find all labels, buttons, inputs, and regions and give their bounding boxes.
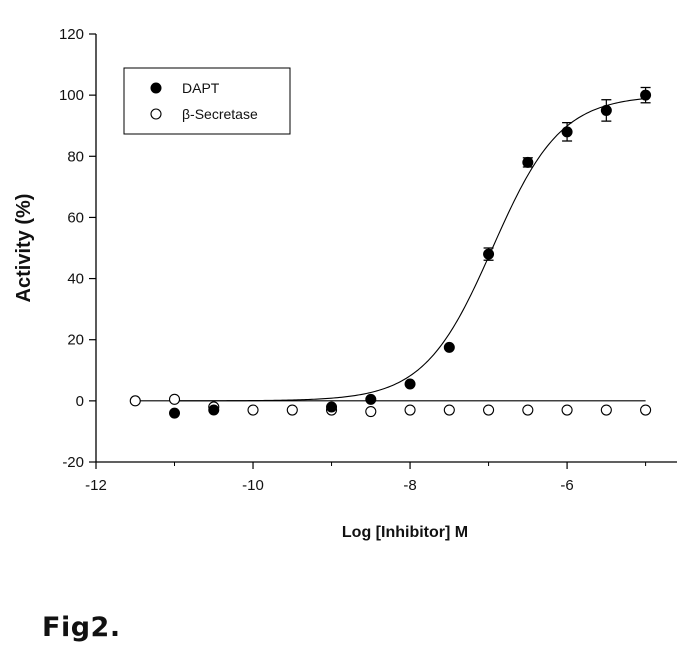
legend-marker-beta-secretase [150, 108, 162, 120]
legend-label: β-Secretase [182, 106, 258, 122]
y-tick-label: -20 [62, 454, 84, 471]
data-point-beta-secretase [561, 404, 573, 416]
data-point-dapt [640, 89, 652, 101]
fit-curves [135, 97, 646, 402]
data-point-beta-secretase [365, 406, 377, 418]
legend: DAPT β-Secretase [123, 67, 291, 135]
y-tick-label: 0 [76, 393, 84, 410]
data-point-beta-secretase [600, 404, 612, 416]
data-point-beta-secretase [168, 393, 181, 405]
data-point-beta-secretase [286, 404, 298, 416]
data-point-beta-secretase [129, 395, 141, 407]
data-point-dapt [483, 248, 495, 260]
fit-curve-sigmoid [174, 97, 646, 402]
data-point-dapt [208, 404, 220, 416]
data-point-dapt [365, 393, 377, 405]
data-point-beta-secretase [640, 404, 652, 416]
dose-response-chart: -20 0 20 40 60 80 100 120 -12 -10 -8 -6 Log [Inhibi… [13, 26, 677, 541]
x-axis-label: Log [Inhibitor] M [342, 524, 468, 541]
data-point-beta-secretase [443, 404, 455, 416]
y-tick-label: 20 [67, 332, 84, 349]
data-point-dapt [522, 156, 534, 168]
y-axis-label: Activity (%) [13, 194, 35, 303]
data-point-dapt [443, 341, 455, 353]
data-point-beta-secretase [404, 404, 416, 416]
legend-label: DAPT [182, 80, 220, 96]
data-point-beta-secretase [247, 404, 259, 416]
y-tick-label: 40 [67, 271, 84, 288]
x-tick-label: -12 [85, 477, 107, 494]
y-tick-label: 60 [67, 209, 84, 226]
data-point-beta-secretase [522, 404, 534, 416]
data-point-beta-secretase [483, 404, 495, 416]
data-point-dapt [169, 407, 181, 419]
data-point-dapt [600, 104, 612, 116]
data-point-dapt [404, 378, 416, 390]
data-points [129, 86, 652, 419]
legend-marker-dapt [150, 82, 162, 94]
x-tick-label: -8 [403, 477, 416, 494]
y-tick-label: 80 [67, 148, 84, 165]
data-point-dapt [561, 126, 573, 138]
legend-box [123, 67, 291, 135]
figure-label: Fig2. [42, 612, 121, 643]
x-tick-label: -6 [560, 477, 573, 494]
data-point-dapt [326, 401, 338, 413]
x-tick-label: -10 [242, 477, 264, 494]
y-tick-label: 100 [59, 87, 84, 104]
axes: -20 0 20 40 60 80 100 120 -12 -10 -8 -6 [59, 26, 677, 494]
y-tick-label: 120 [59, 26, 84, 43]
